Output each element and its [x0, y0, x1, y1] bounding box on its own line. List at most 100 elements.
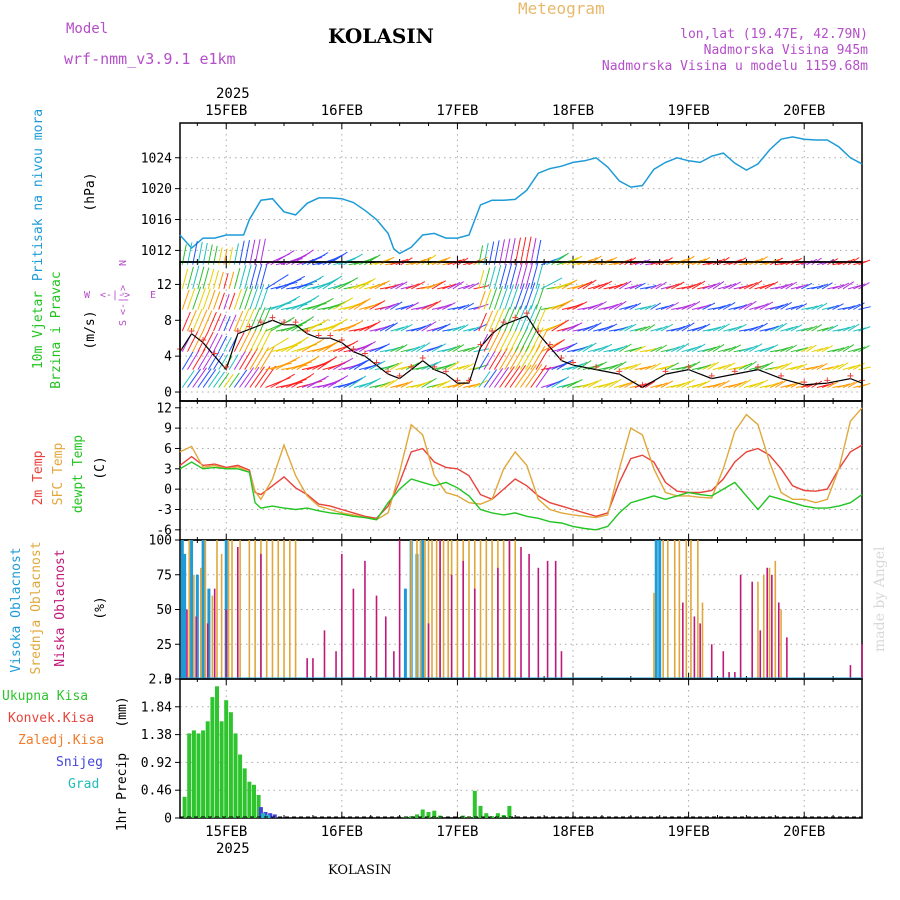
wind-axis-name-line2: Brzina i Pravac	[49, 271, 64, 388]
temperature-panel: -6 -3 0 3 6 9 12	[156, 400, 863, 541]
y-tick-label: 75	[156, 568, 172, 583]
wind-barb	[353, 279, 373, 290]
wind-barb	[624, 257, 637, 266]
wind-barb	[457, 364, 470, 371]
wind-barb	[785, 325, 798, 332]
wind-barb	[187, 309, 197, 332]
wind-barb	[202, 331, 214, 352]
wind-barb	[358, 256, 377, 266]
wind-gust-marker	[465, 377, 472, 384]
wind-barb	[806, 305, 818, 310]
wind-barb	[452, 344, 465, 353]
wind-barb	[306, 318, 329, 332]
wind-barb	[795, 284, 808, 290]
wind-barb	[650, 327, 663, 332]
wind-barb	[530, 283, 541, 310]
wind-barb	[676, 304, 691, 310]
wind-barb	[395, 305, 409, 310]
wind-barb	[254, 328, 268, 352]
wind-barb	[749, 381, 764, 388]
wind-barb	[431, 381, 448, 388]
wind-barb	[717, 347, 732, 353]
wind-barb	[223, 316, 231, 332]
wind-barb	[359, 379, 378, 388]
wind-barb	[832, 347, 845, 353]
wind-barb	[832, 363, 844, 371]
wind-barb	[525, 282, 536, 310]
wind-barb	[775, 303, 789, 310]
temp-2m-line	[179, 444, 863, 520]
wind-gust-marker	[246, 323, 253, 330]
wind-barb	[447, 282, 461, 290]
compass-south: S	[118, 320, 129, 326]
wind-barb	[332, 297, 354, 310]
wind-barb	[265, 337, 289, 353]
wind-barb	[452, 281, 464, 290]
wind-barb	[228, 292, 236, 310]
pressure-line	[179, 136, 863, 255]
wind-barb	[348, 299, 368, 310]
wind-barb	[676, 342, 690, 353]
wind-barb	[723, 283, 737, 290]
bottom-year-label: 2025	[216, 841, 250, 857]
wind-barb	[296, 295, 320, 310]
wind-barb	[582, 380, 598, 388]
wind-barb	[655, 325, 668, 332]
wind-panel: 0 4 8 12	[156, 236, 871, 402]
wind-barb	[837, 345, 850, 353]
wind-barb	[223, 374, 234, 388]
wind-barb	[837, 326, 850, 332]
wind-barb	[509, 238, 516, 265]
wind-barb	[530, 305, 542, 332]
wind-barb	[650, 346, 662, 353]
wind-barb	[514, 283, 525, 310]
wind-barb	[728, 382, 742, 388]
wind-barb	[749, 280, 763, 290]
wind-barb	[655, 366, 669, 371]
wind-barb	[379, 256, 395, 266]
wind-barb	[645, 324, 656, 332]
watermark: made by Angel	[872, 546, 888, 652]
y-tick-label: -3	[156, 503, 172, 518]
legend-item: Ukupna Kisa	[2, 689, 88, 704]
bottom-date-label: 18FEB	[552, 824, 594, 840]
wind-barb	[712, 324, 726, 332]
rain-total-bar	[484, 813, 489, 818]
wind-barb	[218, 314, 227, 332]
wind-barb	[790, 348, 804, 353]
wind-barb	[343, 377, 364, 388]
wind-barb	[411, 382, 427, 388]
wind-barb	[463, 346, 475, 353]
wind-barb	[327, 318, 348, 332]
wind-barb	[660, 257, 673, 266]
wind-barb	[806, 344, 817, 353]
y-tick-label: 1012	[141, 244, 172, 259]
wind-barb	[535, 328, 548, 352]
wind-barb	[660, 323, 674, 332]
wind-barb	[619, 305, 634, 310]
wind-barb	[645, 380, 656, 388]
wind-barb	[442, 362, 456, 371]
wind-barb	[613, 345, 628, 353]
rain-total-bar	[205, 721, 210, 818]
wind-barb	[567, 363, 584, 371]
wind-barb	[244, 264, 252, 290]
wind-barb	[468, 326, 480, 332]
y-tick-label: 1.38	[141, 728, 172, 743]
panel-frame	[179, 261, 863, 402]
temp-axis-unit: (C)	[93, 456, 108, 479]
wind-barb	[478, 290, 486, 310]
wind-barb	[249, 307, 261, 332]
wind-barb	[514, 364, 532, 388]
wind-barb	[317, 277, 339, 290]
wind-barb	[754, 303, 769, 310]
top-date-label: 18FEB	[552, 103, 594, 119]
top-date-label: 19FEB	[668, 103, 710, 119]
wind-barb	[358, 340, 376, 353]
wind-barb	[707, 345, 721, 353]
wind-barb	[411, 325, 426, 332]
wind-gust-marker	[500, 319, 507, 326]
wind-barb	[442, 283, 457, 290]
wind-gust-marker	[373, 359, 380, 366]
